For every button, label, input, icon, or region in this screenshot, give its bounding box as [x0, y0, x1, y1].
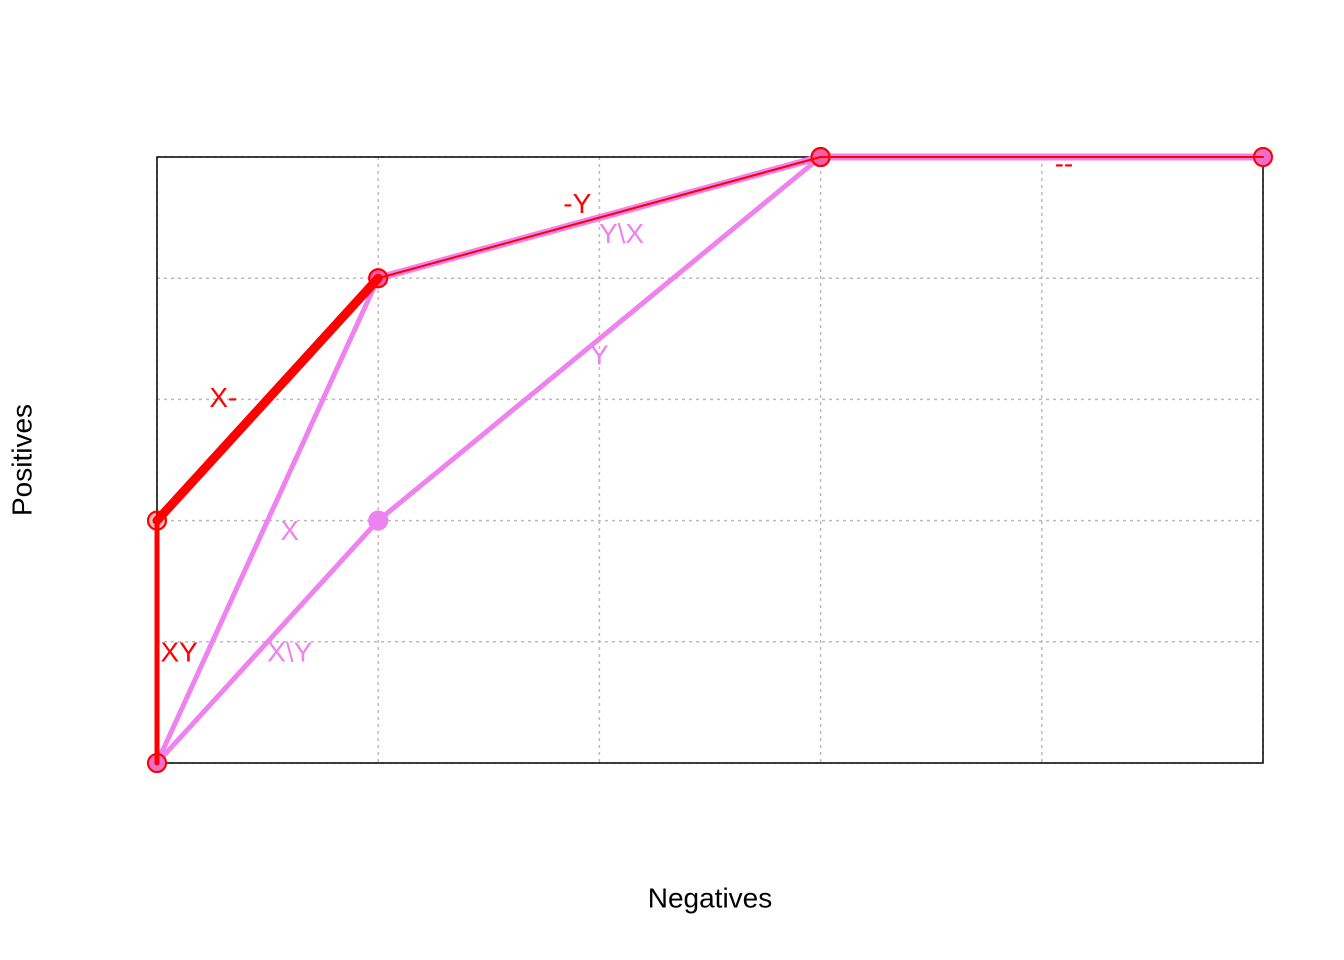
y-axis-label: Positives — [6, 404, 37, 516]
line-segment — [375, 154, 824, 524]
segment-label: -Y — [563, 188, 591, 219]
vertex-marker — [147, 753, 167, 773]
segment-label: X — [280, 515, 299, 546]
x-axis-label: Negatives — [648, 882, 773, 913]
line-segment — [154, 275, 381, 766]
segment-label: X\Y — [267, 636, 312, 667]
vertex-marker — [368, 268, 389, 289]
vertex-marker — [810, 147, 831, 167]
vertex-marker — [368, 510, 389, 531]
vertex-marker — [1253, 147, 1273, 167]
segment-label: X- — [209, 382, 237, 413]
line-segment — [377, 156, 822, 280]
line-segment — [152, 273, 383, 526]
segment-label: Y — [590, 339, 609, 370]
plot-frame — [156, 156, 1264, 764]
segment-label: Y\X — [599, 218, 644, 249]
segment-label: XY — [160, 636, 198, 667]
line-segment — [154, 518, 381, 766]
segment-label: -- — [1055, 148, 1074, 179]
vertex-marker — [147, 510, 167, 531]
